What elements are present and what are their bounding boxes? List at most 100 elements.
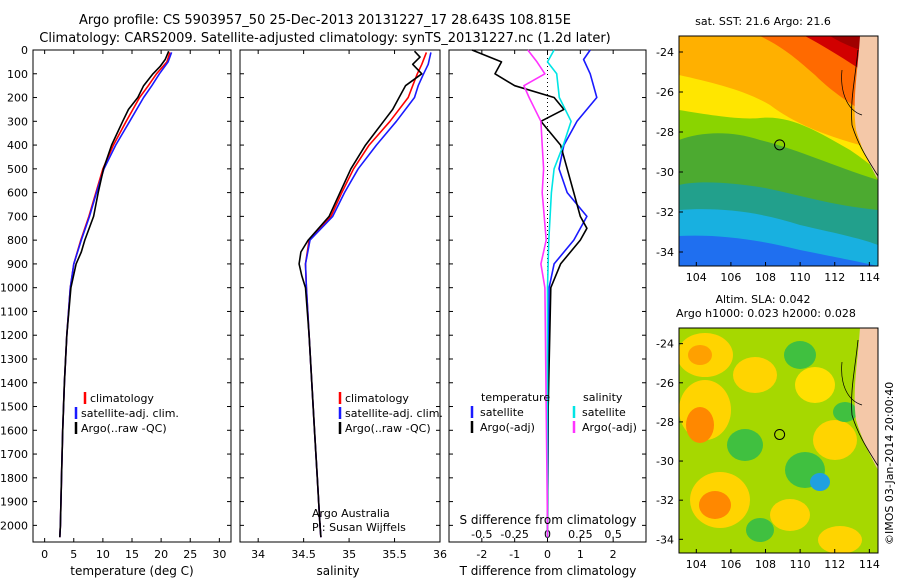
x-tick-label: 35.5 — [382, 548, 407, 561]
x-tick-label: 0 — [544, 548, 551, 561]
series-line-argo-raw-qc- — [298, 50, 423, 538]
map-x-tick-label: 114 — [859, 558, 880, 571]
map-x-tick-label: 114 — [859, 271, 880, 284]
depth-tick-label: 600 — [7, 187, 28, 200]
series-line-s-argo-adj- — [523, 49, 549, 538]
map-x-tick-label: 108 — [755, 271, 776, 284]
depth-tick-label: 1800 — [0, 472, 28, 485]
x-tick-label: 20 — [154, 548, 168, 561]
s-tick-label: 0.5 — [604, 528, 622, 541]
series-line-s-satellite — [546, 49, 572, 538]
imos-timestamp: ©IMOS 03-Jan-2014 20:00:40 — [883, 382, 896, 545]
s-tick-label: -0.5 — [471, 528, 492, 541]
x-tick-label: 1 — [577, 548, 584, 561]
map-y-tick-label: -32 — [656, 206, 674, 219]
depth-tick-label: 1600 — [0, 424, 28, 437]
legend-label-s-argo: Argo(-adj) — [582, 421, 637, 434]
depth-tick-label: 2000 — [0, 519, 28, 532]
x-tick-label: 36 — [433, 548, 447, 561]
depth-tick-label: 400 — [7, 139, 28, 152]
sst-map-image — [679, 36, 878, 266]
salinity-legend: climatology satellite-adj. clim. Argo(..… — [338, 392, 443, 435]
map-y-tick-label: -28 — [656, 416, 674, 429]
map-y-tick-label: -26 — [656, 377, 674, 390]
x-tick-label: -1 — [509, 548, 520, 561]
map-x-tick-label: 112 — [824, 271, 845, 284]
legend-label-t-argo: Argo(-adj) — [480, 421, 535, 434]
sla-map-frame — [678, 327, 879, 554]
map-y-tick-label: -34 — [656, 246, 674, 259]
difference-legend: temperature salinity satellite Argo(-adj… — [470, 391, 637, 434]
map-x-tick-label: 104 — [686, 558, 707, 571]
depth-tick-label: 1700 — [0, 448, 28, 461]
legend-label-satellite: satellite-adj. clim. — [81, 407, 179, 420]
s-tick-label: 0.25 — [568, 528, 593, 541]
legend-label-argo: Argo(..raw -QC) — [81, 422, 167, 435]
map-y-tick-label: -24 — [656, 338, 674, 351]
depth-tick-label: 1300 — [0, 353, 28, 366]
legend-label-satellite: satellite-adj. clim. — [345, 407, 443, 420]
s-difference-axis-label: S difference from climatology — [460, 513, 637, 527]
map-x-tick-label: 110 — [790, 558, 811, 571]
depth-tick-label: 200 — [7, 92, 28, 105]
series-line-satellite-adj-clim- — [59, 52, 173, 538]
depth-tick-label: 900 — [7, 258, 28, 271]
depth-tick-label: 700 — [7, 210, 28, 223]
s-tick-label: -0.25 — [500, 528, 528, 541]
temperature-legend: climatology satellite-adj. clim. Argo(..… — [74, 392, 179, 435]
credit-line2: PI: Susan Wijffels — [312, 521, 406, 534]
x-tick-label: 35 — [342, 548, 356, 561]
x-tick-label: 15 — [125, 548, 139, 561]
x-tick-label: 30 — [212, 548, 226, 561]
series-line-climatology — [304, 52, 428, 538]
legend-header-salinity: salinity — [583, 391, 623, 404]
map-y-tick-label: -26 — [656, 86, 674, 99]
sla-map-title-line2: Argo h1000: 0.023 h2000: 0.028 — [676, 307, 856, 320]
x-tick-label: 34.5 — [291, 548, 316, 561]
depth-tick-label: 100 — [7, 68, 28, 81]
map-y-tick-label: -24 — [656, 46, 674, 59]
sst-map-frame — [678, 35, 879, 267]
salinity-panel — [239, 49, 441, 543]
map-y-tick-label: -30 — [656, 166, 674, 179]
title-line1: Argo profile: CS 5903957_50 25-Dec-2013 … — [79, 13, 571, 28]
map-x-tick-label: 110 — [790, 271, 811, 284]
map-y-tick-label: -32 — [656, 494, 674, 507]
legend-label-s-satellite: satellite — [582, 406, 626, 419]
depth-tick-label: 800 — [7, 234, 28, 247]
depth-tick-label: 500 — [7, 163, 28, 176]
depth-tick-label: 300 — [7, 115, 28, 128]
map-x-tick-label: 106 — [720, 558, 741, 571]
credit-line1: Argo Australia — [312, 507, 390, 520]
map-x-tick-label: 106 — [720, 271, 741, 284]
x-tick-label: 25 — [183, 548, 197, 561]
series-line-argo-raw-qc- — [59, 50, 170, 538]
x-tick-label: 5 — [70, 548, 77, 561]
depth-tick-label: 1900 — [0, 496, 28, 509]
temperature-panel — [32, 49, 232, 543]
depth-tick-label: 1100 — [0, 305, 28, 318]
x-tick-label: 10 — [96, 548, 110, 561]
map-x-tick-label: 108 — [755, 558, 776, 571]
depth-tick-label: 1200 — [0, 329, 28, 342]
sla-map-title-line1: Altim. SLA: 0.042 — [715, 293, 810, 306]
temperature-axis-label: temperature (deg C) — [70, 564, 193, 578]
map-x-tick-label: 112 — [824, 558, 845, 571]
map-y-tick-label: -30 — [656, 455, 674, 468]
legend-header-temperature: temperature — [481, 391, 550, 404]
argo-location-marker — [774, 428, 786, 440]
map-y-tick-label: -34 — [656, 533, 674, 546]
title-line2: Climatology: CARS2009. Satellite-adjuste… — [39, 31, 611, 46]
x-tick-label: 0 — [41, 548, 48, 561]
x-tick-label: 34 — [251, 548, 265, 561]
depth-tick-label: 1500 — [0, 401, 28, 414]
t-difference-axis-label: T difference from climatology — [459, 564, 637, 578]
series-line-t-satellite — [546, 49, 598, 538]
sst-map-title: sat. SST: 21.6 Argo: 21.6 — [695, 15, 831, 28]
legend-label-argo: Argo(..raw -QC) — [345, 422, 431, 435]
argo-location-marker — [774, 139, 786, 151]
legend-label-climatology: climatology — [345, 392, 409, 405]
x-tick-label: -2 — [476, 548, 487, 561]
depth-tick-label: 1000 — [0, 282, 28, 295]
